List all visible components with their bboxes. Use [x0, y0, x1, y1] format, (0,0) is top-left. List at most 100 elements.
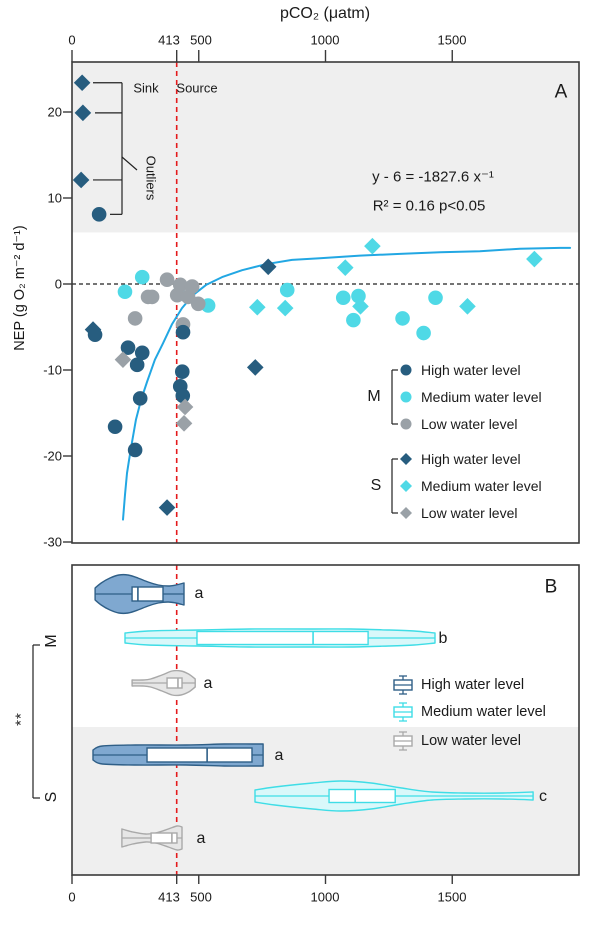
point-m-low — [127, 311, 143, 326]
panel-b-label: B — [544, 576, 558, 598]
point-s-low — [114, 351, 132, 368]
violin-m-medium-box — [196, 630, 369, 646]
point-m-medium — [346, 312, 361, 328]
legend-a-marker-s-medium — [400, 480, 412, 492]
legend-b-high: High water level — [421, 676, 525, 693]
outlier-pointer-line — [121, 156, 138, 171]
equation-line-2: R² = 0.16 p<0.05 — [372, 197, 486, 215]
point-s-high — [259, 258, 277, 276]
legend-a-marker-m-medium — [400, 391, 412, 403]
panel-a-outlier-band — [72, 62, 579, 233]
point-m-medium — [279, 282, 295, 298]
point-m-high — [175, 324, 191, 340]
top-tick-500: 500 — [190, 32, 212, 48]
point-s-high — [158, 499, 176, 516]
fit-curve — [122, 246, 572, 521]
y-tick-10: 10 — [47, 190, 62, 206]
legend-a-s-medium: Medium water level — [421, 478, 542, 494]
bottom-tick-1500: 1500 — [437, 889, 467, 905]
point-m-medium — [395, 311, 410, 326]
point-m-low — [144, 289, 160, 305]
legend-a-m-medium: Medium water level — [421, 389, 542, 405]
bottom-tick-500: 500 — [190, 889, 212, 905]
top-tick-1000: 1000 — [310, 32, 340, 48]
y-tick-0: 0 — [54, 276, 62, 292]
group-s-label: S — [43, 791, 60, 803]
y-axis-label: NEP (g O₂ m⁻² d⁻¹) — [11, 225, 28, 351]
point-s-medium — [526, 250, 543, 268]
point-s-medium — [459, 298, 476, 315]
point-s-medium — [276, 299, 294, 317]
violin-letter-s-high: a — [274, 747, 284, 764]
top-tick-413: 413 — [158, 32, 180, 48]
y-tick-n20: -20 — [43, 448, 62, 464]
violin-letter-m-medium: b — [438, 630, 448, 647]
legend-a-m-high: High water level — [421, 362, 521, 378]
point-m-high — [174, 364, 190, 380]
legend-a-marker-s-low — [400, 507, 412, 519]
top-tick-0: 0 — [68, 32, 76, 48]
point-s-low — [176, 398, 194, 416]
group-m-label: M — [43, 634, 60, 648]
legend-a-marker-m-low — [400, 418, 412, 430]
legend-a-s-low: Low water level — [421, 505, 518, 521]
point-m-high — [129, 357, 145, 373]
point-s-medium — [364, 237, 381, 255]
point-m-low — [159, 272, 175, 288]
violin-letter-m-low: a — [203, 675, 213, 692]
point-s-medium — [352, 298, 369, 315]
point-m-medium — [416, 325, 431, 341]
point-m-high — [107, 419, 123, 435]
point-m-high — [134, 345, 150, 361]
violin-s-high-box — [146, 747, 253, 763]
point-m-medium — [117, 284, 133, 300]
legend-a-s-high: High water level — [421, 451, 521, 467]
point-s-high — [73, 74, 91, 92]
point-m-high — [120, 340, 136, 355]
point-s-high — [72, 171, 90, 189]
point-m-medium — [335, 290, 351, 306]
point-m-high — [127, 442, 143, 458]
bottom-tick-413: 413 — [158, 889, 180, 905]
point-m-high — [175, 388, 191, 404]
y-tick-n30: -30 — [43, 534, 62, 550]
violin-s-medium-box — [328, 788, 396, 804]
panel-b-border — [71, 564, 580, 876]
legend-a-s-label: S — [370, 477, 382, 494]
panel-a-border — [71, 61, 580, 544]
violin-letter-s-low: a — [196, 830, 206, 847]
y-tick-n10: -10 — [43, 362, 62, 378]
point-s-high — [246, 359, 264, 376]
violin-letter-m-high: a — [194, 585, 204, 602]
legend-a-marker-m-high — [400, 364, 412, 376]
point-m-high — [132, 391, 148, 406]
legend-a-marker-s-high — [400, 453, 412, 465]
outliers-label: Outliers — [143, 155, 159, 201]
sink-label: Sink — [133, 80, 159, 96]
point-m-low — [190, 296, 206, 312]
violin-m-low-box — [166, 677, 183, 689]
point-m-medium — [134, 269, 150, 285]
legend-a-m-low: Low water level — [421, 416, 518, 432]
point-s-medium — [249, 298, 266, 316]
point-m-low — [172, 277, 188, 293]
bottom-tick-0: 0 — [68, 889, 76, 905]
significance-stars: ** — [12, 712, 30, 726]
legend-b-low: Low water level — [421, 732, 521, 749]
point-m-high — [91, 207, 107, 222]
point-s-high — [74, 104, 92, 122]
point-s-medium — [336, 259, 354, 276]
legend-a-m-label: M — [367, 388, 381, 405]
equation-line-1: y - 6 = -1827.6 x⁻¹ — [372, 168, 494, 186]
point-s-high — [84, 321, 102, 338]
y-tick-20: 20 — [47, 104, 62, 120]
violin-s-low-box — [150, 832, 178, 844]
top-axis-title: pCO₂ (μatm) — [279, 5, 371, 22]
point-m-low — [184, 279, 200, 294]
violin-m-high-box — [131, 586, 164, 602]
violin-letter-s-medium: c — [539, 788, 547, 805]
legend-b-medium: Medium water level — [421, 703, 546, 720]
point-s-low — [175, 415, 193, 432]
